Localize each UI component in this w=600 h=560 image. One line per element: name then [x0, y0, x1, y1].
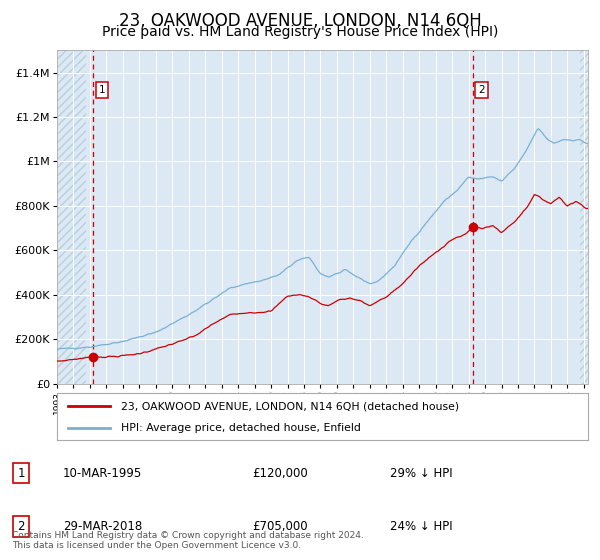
Text: £705,000: £705,000: [252, 520, 308, 533]
Text: Price paid vs. HM Land Registry's House Price Index (HPI): Price paid vs. HM Land Registry's House …: [102, 25, 498, 39]
Text: 29-MAR-2018: 29-MAR-2018: [63, 520, 142, 533]
Text: HPI: Average price, detached house, Enfield: HPI: Average price, detached house, Enfi…: [121, 423, 361, 433]
Text: 1: 1: [17, 466, 25, 480]
Text: 23, OAKWOOD AVENUE, LONDON, N14 6QH: 23, OAKWOOD AVENUE, LONDON, N14 6QH: [119, 12, 481, 30]
Text: £120,000: £120,000: [252, 466, 308, 480]
Text: 10-MAR-1995: 10-MAR-1995: [63, 466, 142, 480]
Text: 24% ↓ HPI: 24% ↓ HPI: [390, 520, 452, 533]
Text: 29% ↓ HPI: 29% ↓ HPI: [390, 466, 452, 480]
Text: 2: 2: [478, 85, 485, 95]
Text: 23, OAKWOOD AVENUE, LONDON, N14 6QH (detached house): 23, OAKWOOD AVENUE, LONDON, N14 6QH (det…: [121, 401, 459, 411]
Text: Contains HM Land Registry data © Crown copyright and database right 2024.
This d: Contains HM Land Registry data © Crown c…: [12, 530, 364, 550]
Text: 2: 2: [17, 520, 25, 533]
Bar: [580, 50, 588, 384]
Bar: [57, 50, 86, 384]
Text: 1: 1: [99, 85, 106, 95]
